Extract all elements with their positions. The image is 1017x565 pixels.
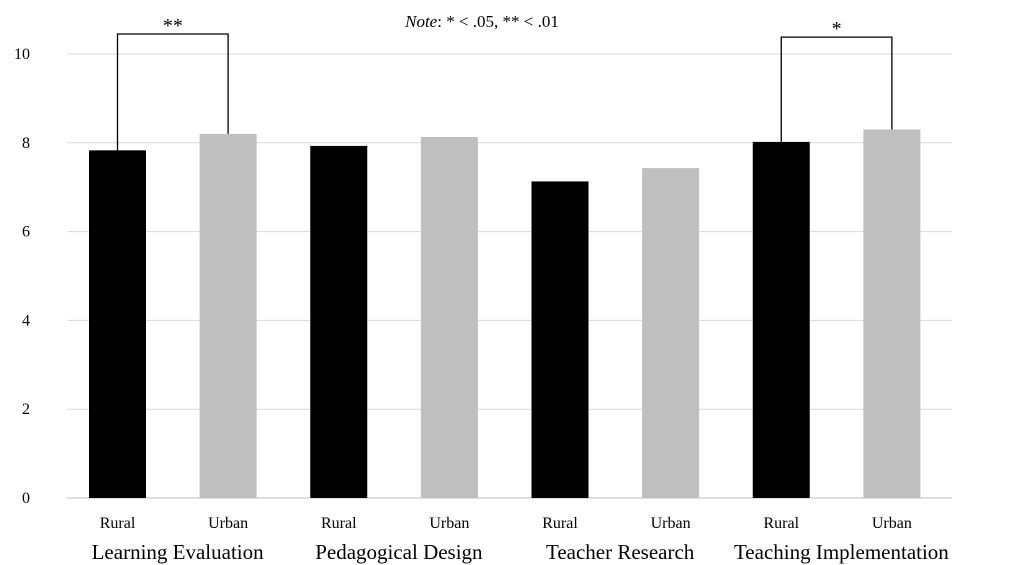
significance-label: ** [163, 15, 183, 37]
x-category-label: Teaching Implementation [734, 540, 949, 564]
significance-label: * [832, 18, 842, 40]
x-category-label: Learning Evaluation [92, 540, 265, 564]
significance-brackets: ** * [116, 15, 893, 151]
x-sub-label: Urban [872, 515, 912, 532]
x-sub-label: Urban [651, 515, 691, 532]
bar-urban-1 [199, 133, 257, 499]
note-rest: : * < .05, ** < .01 [437, 12, 559, 31]
y-tick-label: 6 [22, 224, 30, 241]
significance-bracket-2 [780, 36, 893, 142]
x-sub-label: Rural [542, 515, 578, 532]
bar-urban-3 [642, 168, 700, 498]
bar-rural-3 [531, 181, 589, 499]
y-tick-label: 8 [22, 135, 30, 152]
significance-bracket-1 [116, 33, 229, 151]
x-axis-labels: Rural Urban Learning Evaluation Rural Urban P… [92, 515, 950, 564]
y-axis-ticks: 0 2 4 6 8 10 [14, 46, 30, 507]
x-sub-label: Rural [100, 515, 136, 532]
bar-rural-1 [89, 150, 146, 498]
x-category-label: Pedagogical Design [315, 540, 483, 564]
note-prefix: Note [404, 12, 438, 31]
x-sub-label: Urban [208, 515, 248, 532]
chart-note: Note: * < .05, ** < .01 [404, 12, 559, 31]
bars [89, 129, 921, 499]
bar-urban-4 [863, 129, 921, 499]
bar-urban-2 [420, 137, 478, 498]
y-tick-label: 0 [22, 490, 30, 507]
x-sub-label: Rural [763, 515, 799, 532]
bar-rural-2 [310, 145, 368, 498]
x-sub-label: Rural [321, 515, 357, 532]
x-sub-label: Urban [429, 515, 469, 532]
bar-rural-4 [752, 141, 810, 499]
y-tick-label: 10 [14, 46, 30, 63]
y-tick-label: 4 [22, 312, 30, 329]
x-category-label: Teacher Research [546, 540, 695, 564]
y-tick-label: 2 [22, 401, 30, 418]
